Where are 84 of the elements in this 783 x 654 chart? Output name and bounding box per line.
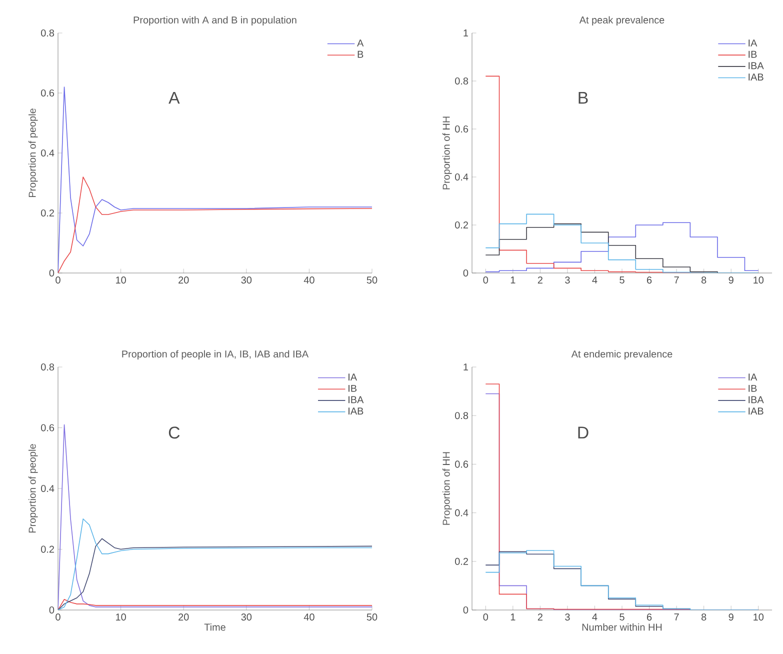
- y-tick-label: 1: [464, 364, 468, 370]
- legend-label: IA: [748, 40, 758, 46]
- y-tick-label: 0.2: [455, 221, 468, 229]
- legend-label: A: [357, 40, 364, 46]
- y-tick-label: 0.8: [41, 363, 54, 371]
- legend-label: IBA: [348, 396, 364, 404]
- legend-label: B: [358, 50, 364, 58]
- x-tick-label: 3: [565, 276, 570, 284]
- x-tick-label: 0: [56, 614, 60, 621]
- legend-label: IAB: [748, 408, 764, 414]
- y-tick-label: 0.8: [455, 77, 468, 85]
- y-tick-label: 0.4: [41, 149, 54, 157]
- x-tick-label: 30: [241, 614, 252, 621]
- x-tick-label: 20: [178, 614, 189, 621]
- y-tick-label: 0.8: [455, 412, 468, 420]
- x-tick-label: 20: [178, 276, 189, 284]
- y-tick-label: 0: [463, 606, 468, 614]
- y-axis-title: Proportion of people: [28, 108, 38, 198]
- x-tick-label: 10: [116, 614, 126, 621]
- legend-label: IA: [748, 374, 758, 380]
- y-tick-label: 0.2: [41, 209, 54, 217]
- chart-title: At peak prevalence: [579, 16, 664, 26]
- x-axis-title: Number within HH: [582, 623, 662, 631]
- x-tick-label: 0: [483, 614, 488, 621]
- legend-label: IAB: [348, 408, 364, 414]
- x-tick-label: 0: [56, 276, 60, 284]
- y-tick-label: 0.8: [41, 29, 54, 37]
- annotation: C: [168, 426, 180, 439]
- chart-title: Proportion of people in IA, IB, IAB and IBA: [122, 350, 309, 360]
- x-tick-label: 5: [620, 276, 624, 284]
- y-axis-title: Proportion of HH: [442, 116, 452, 190]
- x-tick-label: 10: [754, 614, 764, 621]
- x-axis-title: Time: [204, 623, 226, 631]
- x-tick-label: 10: [754, 276, 764, 284]
- y-tick-label: 0.6: [41, 424, 54, 432]
- x-tick-label: 4: [592, 614, 598, 620]
- y-axis-title: Proportion of HH: [442, 452, 452, 525]
- legend-label: IB: [748, 384, 757, 392]
- legend-label: IB: [748, 50, 757, 58]
- x-tick-label: 5: [620, 614, 624, 620]
- x-tick-label: 40: [304, 614, 314, 621]
- y-tick-label: 1: [464, 30, 468, 36]
- x-tick-label: 0: [483, 276, 488, 284]
- y-axis-title: Proportion of people: [28, 444, 38, 533]
- x-tick-label: 1: [510, 276, 516, 284]
- y-tick-label: 0: [49, 606, 54, 614]
- x-tick-label: 1: [510, 614, 516, 620]
- x-tick-label: 3: [565, 614, 570, 621]
- x-tick-label: 8: [701, 276, 706, 284]
- chart-title: Proportion with A and B in population: [134, 16, 296, 26]
- legend-label: IA: [348, 374, 358, 380]
- x-tick-label: 10: [116, 276, 126, 284]
- annotation: A: [168, 92, 180, 104]
- x-tick-label: 6: [647, 614, 652, 621]
- x-tick-label: 2: [538, 614, 542, 620]
- legend-label: IB: [348, 384, 357, 392]
- y-tick-label: 0.6: [41, 89, 54, 97]
- x-tick-label: 8: [701, 614, 706, 621]
- x-tick-label: 30: [241, 276, 252, 284]
- x-tick-label: 7: [674, 276, 679, 284]
- legend-label: IAB: [748, 74, 764, 80]
- x-tick-label: 2: [538, 276, 542, 284]
- y-tick-label: 0.6: [455, 125, 468, 133]
- y-tick-label: 0.4: [455, 509, 468, 516]
- legend-label: IBA: [748, 62, 764, 70]
- y-tick-label: 0.2: [455, 558, 468, 565]
- x-tick-label: 9: [728, 276, 734, 284]
- x-tick-label: 7: [674, 614, 679, 620]
- chart-title: At endemic prevalence: [571, 350, 672, 360]
- annotation: B: [578, 92, 588, 104]
- x-tick-label: 4: [592, 276, 598, 284]
- legend-label: IBA: [748, 396, 764, 404]
- y-tick-label: 0.6: [455, 460, 468, 468]
- x-tick-label: 40: [304, 276, 314, 284]
- x-tick-label: 50: [366, 276, 378, 284]
- x-tick-label: 6: [647, 276, 652, 284]
- y-tick-label: 0.4: [455, 173, 468, 181]
- x-tick-label: 9: [728, 614, 734, 621]
- y-tick-label: 0: [49, 269, 54, 277]
- y-tick-label: 0.2: [41, 546, 54, 553]
- y-tick-label: 0: [463, 269, 468, 277]
- annotation: D: [578, 426, 588, 438]
- x-tick-label: 50: [366, 614, 378, 621]
- y-tick-label: 0.4: [41, 484, 54, 492]
